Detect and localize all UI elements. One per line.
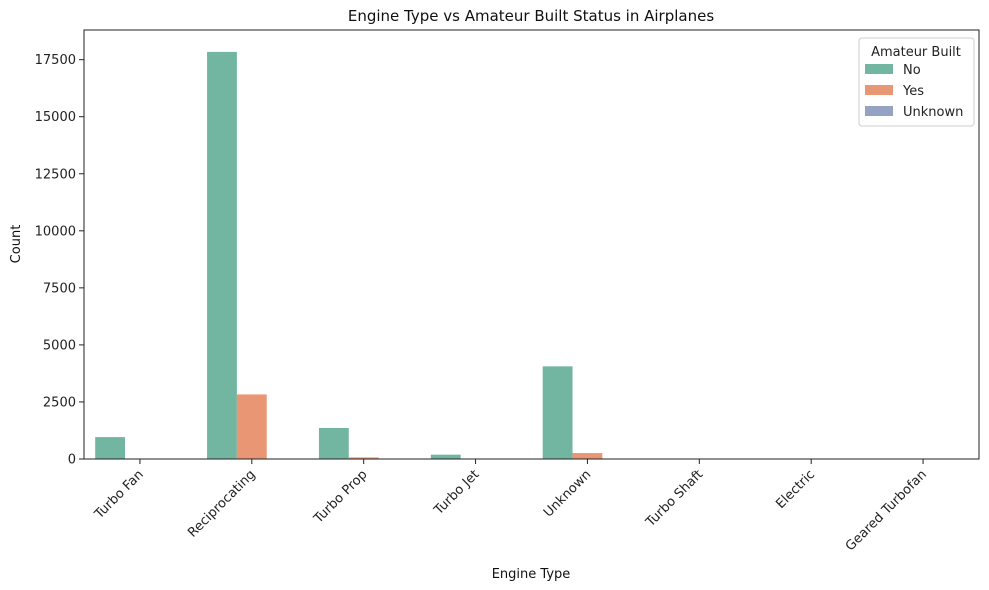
bar-yes-reciprocating xyxy=(236,394,267,459)
legend-label-no: No xyxy=(903,63,921,78)
x-tick-label: Reciprocating xyxy=(185,467,258,540)
bar-no-turbo-prop xyxy=(318,427,349,459)
x-tick-label: Turbo Prop xyxy=(311,467,371,527)
x-tick-label: Electric xyxy=(773,467,818,512)
y-axis: 0 2500 5000 7500 10000 12500 15000 17500 xyxy=(35,53,84,468)
legend-frame xyxy=(858,37,975,127)
bar-no-turbo-fan xyxy=(95,437,126,459)
y-tick-label: 7500 xyxy=(43,281,76,296)
x-tick-label: Turbo Shaft xyxy=(643,467,706,530)
bar-no-unknown xyxy=(542,366,573,459)
chart-title: Engine Type vs Amateur Built Status in A… xyxy=(348,7,714,25)
x-tick-label: Turbo Jet xyxy=(431,467,482,518)
y-tick-label: 0 xyxy=(68,453,76,468)
legend-swatch-no xyxy=(865,64,893,74)
legend-title: Amateur Built xyxy=(871,45,961,60)
plot-frame xyxy=(83,29,980,460)
x-axis-label: Engine Type xyxy=(492,567,571,582)
y-tick-label: 15000 xyxy=(35,110,76,125)
y-tick-label: 10000 xyxy=(35,224,76,239)
bar-yes-turbo-prop xyxy=(348,457,379,459)
y-tick-label: 17500 xyxy=(35,53,76,68)
x-tick-label: Turbo Fan xyxy=(91,467,146,522)
legend-swatch-unknown xyxy=(865,106,893,116)
legend-label-yes: Yes xyxy=(902,84,924,99)
bars-group xyxy=(95,51,909,459)
legend: Amateur Built No Yes Unknown xyxy=(858,37,975,127)
bar-no-reciprocating xyxy=(207,51,237,459)
legend-swatch-yes xyxy=(865,85,893,95)
x-tick-label: Geared Turbofan xyxy=(843,467,930,554)
y-axis-label: Count xyxy=(9,225,24,264)
bar-yes-unknown xyxy=(572,453,603,459)
y-tick-label: 5000 xyxy=(43,338,76,353)
y-tick-label: 12500 xyxy=(35,167,76,182)
y-tick-label: 2500 xyxy=(43,395,76,410)
legend-label-unknown: Unknown xyxy=(903,105,963,120)
x-axis: Turbo Fan Reciprocating Turbo Prop Turbo Je… xyxy=(91,459,930,554)
bar-no-turbo-jet xyxy=(430,454,461,459)
x-tick-label: Unknown xyxy=(541,467,594,520)
